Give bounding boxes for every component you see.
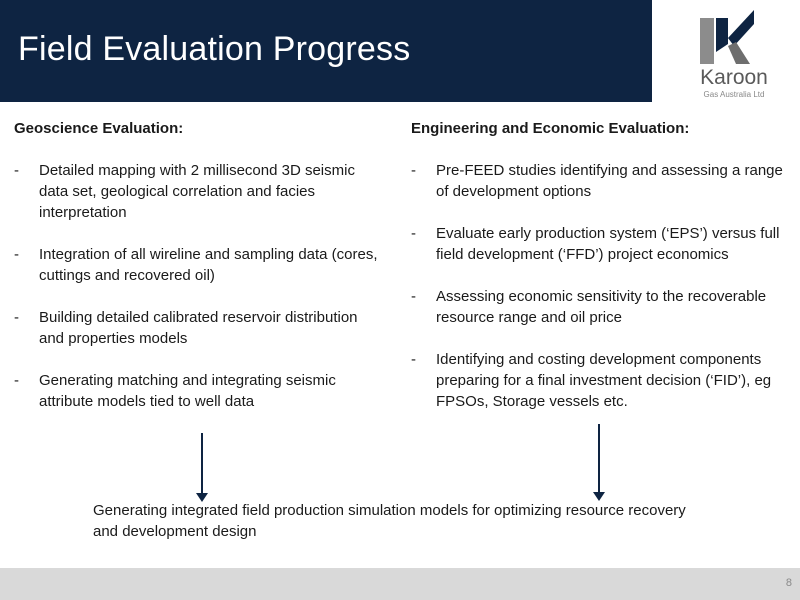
bullet-dash: - (14, 309, 19, 326)
page-number: 8 (785, 577, 792, 589)
engineering-heading: Engineering and Economic Evaluation: (411, 120, 690, 137)
list-item: - Assessing economic sensitivity to the r… (411, 286, 791, 328)
list-item: - Integration of all wireline and samplin… (14, 244, 384, 286)
geoscience-list: - Detailed mapping with 2 millisecond 3D … (14, 160, 384, 412)
karoon-k-logo-icon (700, 10, 754, 64)
list-item: - Evaluate early production system (‘EPS’… (411, 223, 791, 265)
list-item-text: Identifying and costing development comp… (436, 351, 772, 410)
summary-text: Generating integrated field production s… (93, 502, 686, 540)
bullet-dash: - (14, 372, 19, 389)
list-item: - Building detailed calibrated reservoir … (14, 307, 384, 349)
list-item-text: Detailed mapping with 2 millisecond 3D s… (39, 162, 355, 221)
bullet-dash: - (411, 225, 416, 242)
list-item: - Pre-FEED studies identifying and assess… (411, 160, 791, 202)
footer-bar: 8 (0, 568, 800, 600)
logo-subtitle: Gas Australia Ltd (703, 90, 765, 99)
slide-title: Field Evaluation Progress (18, 30, 411, 68)
list-item: - Identifying and costing development com… (411, 349, 791, 412)
list-item-text: Building detailed calibrated reservoir d… (39, 309, 358, 347)
list-item-text: Pre-FEED studies identifying and assessi… (436, 162, 783, 200)
engineering-list: - Pre-FEED studies identifying and assess… (411, 160, 791, 412)
geoscience-column: Geoscience Evaluation: - Detailed mapping… (14, 118, 384, 433)
bullet-dash: - (411, 288, 416, 305)
list-item-text: Generating matching and integrating seis… (39, 372, 336, 410)
engineering-column: Engineering and Economic Evaluation: - Pr… (411, 118, 791, 433)
right-down-arrow-icon (593, 424, 605, 502)
list-item-text: Evaluate early production system (‘EPS’)… (436, 225, 780, 263)
company-logo: Karoon Gas Australia Ltd (686, 8, 782, 102)
left-down-arrow-icon (196, 433, 208, 503)
list-item: - Detailed mapping with 2 millisecond 3D … (14, 160, 384, 223)
bullet-dash: - (14, 246, 19, 263)
list-item-text: Assessing economic sensitivity to the re… (436, 288, 767, 326)
bullet-dash: - (411, 162, 416, 179)
bullet-dash: - (411, 351, 416, 368)
bullet-dash: - (14, 162, 19, 179)
title-bar: Field Evaluation Progress (0, 0, 652, 102)
logo-wordmark: Karoon (700, 66, 768, 89)
list-item: - Generating matching and integrating sei… (14, 370, 384, 412)
list-item-text: Integration of all wireline and sampling… (39, 246, 378, 284)
geoscience-heading: Geoscience Evaluation: (14, 120, 184, 137)
